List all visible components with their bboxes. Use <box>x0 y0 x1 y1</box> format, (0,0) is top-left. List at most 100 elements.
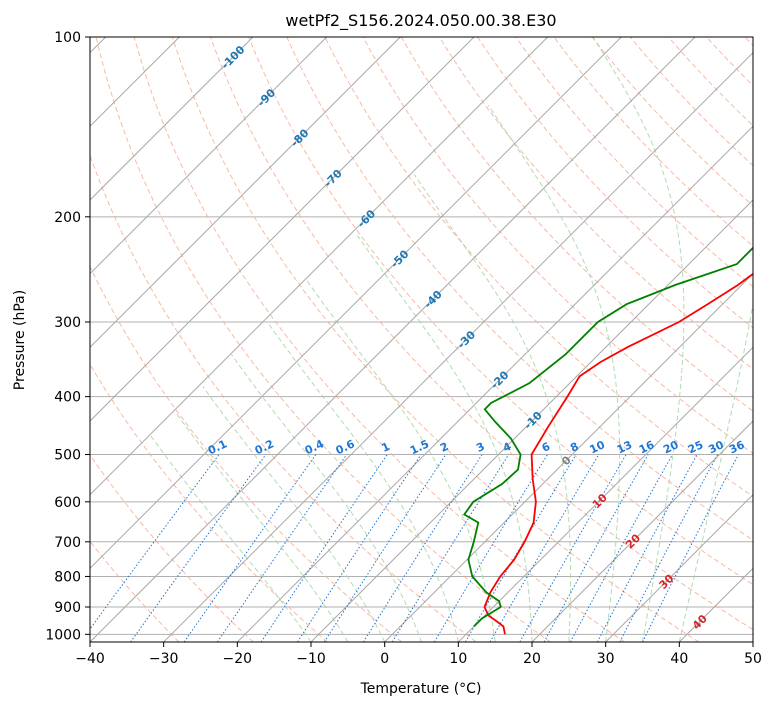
y-tick-label: 800 <box>54 569 81 585</box>
dry-adiabat-line <box>706 37 753 87</box>
isotherm-line <box>310 199 753 642</box>
isotherm-line <box>90 37 549 496</box>
x-tick-label: 10 <box>449 651 467 667</box>
dry-adiabat-line <box>90 453 254 642</box>
x-tick-label: −10 <box>296 651 326 667</box>
mixing-ratio-label: 13 <box>615 438 634 456</box>
isotherm-line <box>605 493 753 642</box>
x-tick-label: 0 <box>380 651 389 667</box>
dry-adiabat-line <box>248 37 753 586</box>
dry-adiabat-line <box>438 37 753 370</box>
x-tick-label: 20 <box>523 651 541 667</box>
y-tick-label: 400 <box>54 390 81 406</box>
y-tick-label: 100 <box>54 30 81 46</box>
dewpoint-profile-line <box>462 246 753 628</box>
x-axis-label: Temperature (°C) <box>360 681 482 697</box>
y-tick-label: 500 <box>54 448 81 464</box>
isotherm-line <box>163 51 753 642</box>
mixing-ratio-label: 6 <box>540 440 553 455</box>
dry-adiabat-line <box>362 37 753 455</box>
dry-adiabat-line <box>171 37 700 642</box>
mixing-ratio-line <box>297 454 422 642</box>
x-tick-label: −20 <box>223 651 253 667</box>
dry-adiabat-line <box>133 37 625 642</box>
y-tick-label: 700 <box>54 535 81 551</box>
isotherm-line <box>384 272 753 642</box>
mixing-ratio-line <box>519 454 627 642</box>
mixing-ratio-label: 36 <box>727 438 747 456</box>
mixing-ratio-label: 3 <box>474 440 486 455</box>
dry-adiabat-line <box>90 363 328 642</box>
mixing-ratio-label: 16 <box>637 438 657 456</box>
dry-adiabat-line <box>90 154 477 642</box>
dry-adiabat-line <box>286 37 753 541</box>
moist-adiabat-line <box>202 386 386 642</box>
axes: −40 −30 −20 −10 0 10 20 30 40 50 100 200 300 400 500 60… <box>45 30 762 667</box>
mixing-ratio-label: 30 <box>706 438 726 456</box>
mixing-ratio-line <box>642 454 739 642</box>
mixing-ratio-line <box>90 454 220 630</box>
x-tick-label: −40 <box>75 651 105 667</box>
dry-adiabat-line <box>477 37 753 329</box>
mixing-ratio-line <box>433 454 548 642</box>
x-tick-label: −30 <box>149 651 179 667</box>
isotherm-label: -70 <box>322 167 345 190</box>
isotherm-line <box>678 567 753 642</box>
dry-adiabat-line <box>553 37 753 247</box>
isotherm-line <box>752 641 753 642</box>
mixing-ratio-line <box>464 454 577 642</box>
dry-adiabat-line <box>90 265 403 642</box>
isotherm-line <box>90 37 475 422</box>
y-tick-label: 300 <box>54 315 81 331</box>
mixing-ratio-line <box>489 454 600 642</box>
moist-adiabat-line <box>266 321 459 642</box>
moist-adiabat-line <box>413 174 571 642</box>
x-tick-label: 30 <box>597 651 615 667</box>
dry-adiabat-line <box>668 37 753 127</box>
x-tick-label: 40 <box>670 651 688 667</box>
dry-adiabat-line <box>210 37 753 631</box>
isotherm-line <box>90 37 254 201</box>
mixing-ratio-line <box>183 454 317 642</box>
y-tick-label: 900 <box>54 600 81 616</box>
dry-adiabat-line <box>90 540 180 642</box>
moist-adiabat-line <box>306 279 496 642</box>
plot-frame <box>89 36 754 643</box>
isotherm-label: -100 <box>219 43 248 72</box>
mixing-ratio-line <box>543 454 649 642</box>
isotherm-line <box>457 346 753 642</box>
chart-title: wetPf2_S156.2024.050.00.38.E30 <box>285 11 556 31</box>
dry-adiabat-line <box>400 37 753 412</box>
mixing-ratio-label: 4 <box>501 440 514 455</box>
moist-adiabat-line <box>175 412 349 642</box>
isotherm-line <box>90 37 696 642</box>
x-tick-label: 50 <box>744 651 762 667</box>
moist-adiabat-line <box>487 104 621 642</box>
isotherm-line <box>531 420 753 642</box>
y-tick-label: 600 <box>54 495 81 511</box>
dry-adiabat-line <box>324 37 753 498</box>
mixing-ratio-label: 10 <box>588 438 608 456</box>
isotherm-line <box>90 37 401 349</box>
mixing-ratio-line <box>130 454 267 642</box>
isotherm-line <box>90 37 622 570</box>
mixing-ratio-label: 1 <box>380 440 392 455</box>
dry-adiabat-line <box>744 37 753 47</box>
temperature-profile-line <box>483 272 753 635</box>
mixing-ratio-line <box>216 454 348 642</box>
mixing-ratio-line <box>569 454 673 642</box>
mixing-ratio-line <box>362 454 483 642</box>
mixing-ratio-label: 20 <box>661 438 681 456</box>
y-tick-label: 200 <box>54 210 81 226</box>
isotherm-line <box>236 125 753 642</box>
moist-adiabat-line <box>231 354 422 642</box>
moist-adiabat-line <box>356 235 533 642</box>
moist-adiabat-line <box>592 37 685 642</box>
mixing-ratio-line <box>323 454 447 642</box>
moist-adiabat-line <box>678 301 753 642</box>
dry-adiabat-line <box>95 37 551 642</box>
mixing-ratio-label: 25 <box>686 438 705 456</box>
mixing-ratio-label: 2 <box>438 440 450 455</box>
isotherm-line <box>90 37 328 275</box>
